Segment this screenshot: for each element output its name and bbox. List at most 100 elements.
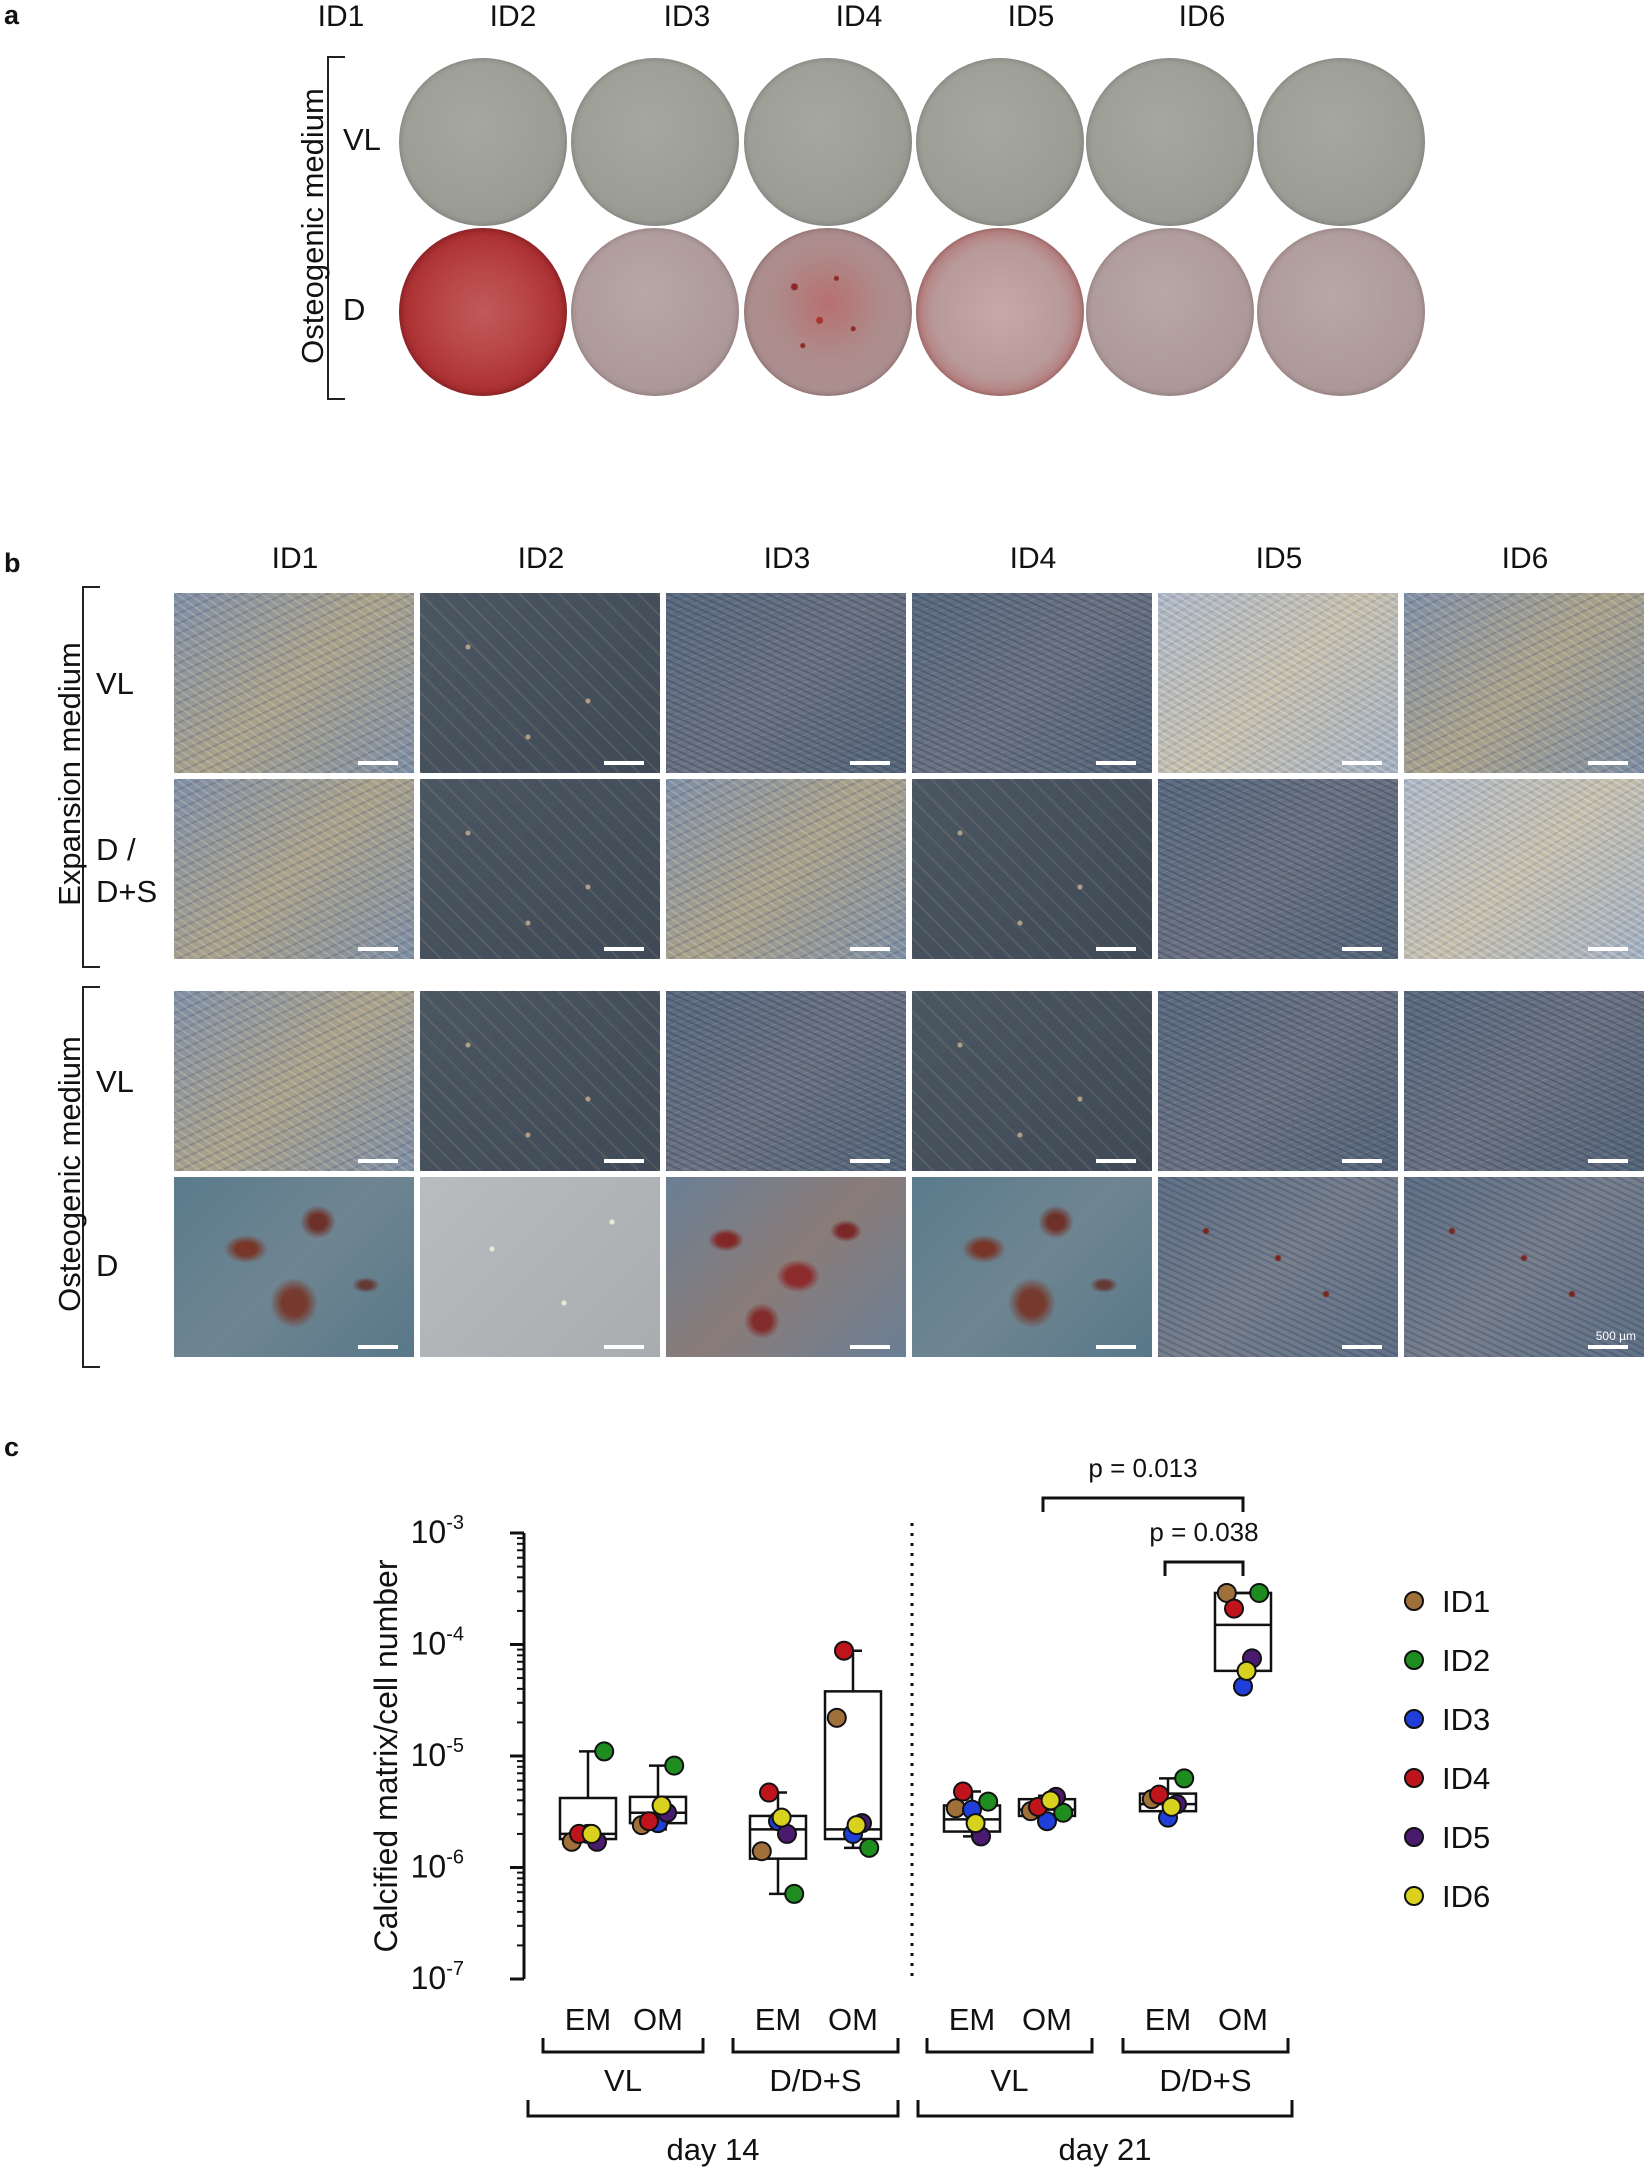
micrograph	[174, 991, 414, 1171]
scale-bar	[1588, 761, 1628, 765]
well-dish	[399, 228, 567, 396]
micrograph	[174, 593, 414, 773]
panel-b-column-label: ID5	[1255, 542, 1303, 575]
y-tick-label: 10-7	[411, 1958, 464, 1996]
data-point	[1149, 1784, 1169, 1805]
panel-a-column-label: ID3	[663, 0, 711, 33]
data-point	[953, 1781, 973, 1802]
micrograph	[420, 593, 660, 773]
y-tick-label: 10-3	[411, 1512, 464, 1550]
data-point	[751, 1841, 772, 1862]
legend-marker	[1404, 1768, 1424, 1788]
day-bracket	[526, 2100, 900, 2118]
y-tick-exponent: -3	[446, 1512, 464, 1534]
day-label: day 14	[666, 2132, 759, 2167]
scale-bar	[1096, 1159, 1136, 1163]
y-tick-exponent: -6	[446, 1847, 464, 1869]
subgroup-label: VL	[604, 2063, 642, 2098]
scale-bar	[358, 947, 398, 951]
panel-a-column-label: ID1	[317, 0, 365, 33]
day-label: day 21	[1058, 2132, 1151, 2167]
osteogenic-group-label: Osteogenic medium	[52, 1036, 87, 1312]
panel-b-letter: b	[4, 548, 21, 578]
micrograph	[666, 1177, 906, 1357]
subgroup-bracket	[731, 2038, 900, 2054]
panel-a-column-label: ID5	[1007, 0, 1055, 33]
data-point	[1174, 1768, 1195, 1789]
legend-label: ID3	[1442, 1702, 1490, 1737]
panel-a-column-label: ID4	[835, 0, 883, 33]
panel-b-column-label: ID2	[517, 542, 565, 575]
data-point	[664, 1755, 685, 1776]
scale-bar	[1096, 947, 1136, 951]
micrograph	[1158, 1177, 1398, 1357]
micrograph	[1404, 779, 1644, 959]
micrograph	[420, 779, 660, 959]
scale-bar	[604, 1159, 644, 1163]
panel-a-column-label: ID2	[489, 0, 537, 33]
scale-bar	[1342, 947, 1382, 951]
micrograph	[420, 1177, 660, 1357]
p-value-label: p = 0.038	[1149, 1517, 1258, 1547]
scale-bar	[1342, 1159, 1382, 1163]
expansion-group-bracket	[82, 586, 100, 968]
significance-bracket	[1163, 1560, 1245, 1576]
x-tick-label: EM	[1145, 2002, 1192, 2037]
legend-marker	[1404, 1650, 1424, 1670]
well-dish	[744, 58, 912, 226]
subgroup-label: D/D+S	[1159, 2063, 1251, 2098]
scale-bar	[850, 761, 890, 765]
data-point	[834, 1640, 854, 1661]
data-point	[965, 1813, 986, 1834]
y-tick-label: 10-4	[411, 1624, 464, 1662]
p-value-label: p = 0.013	[1088, 1453, 1197, 1483]
scale-bar	[1588, 1345, 1628, 1349]
x-tick-label: OM	[828, 2002, 878, 2037]
data-point	[594, 1741, 615, 1762]
subgroup-bracket	[1121, 2038, 1290, 2054]
subgroup-label: VL	[991, 2063, 1029, 2098]
expansion-group-label: Expansion medium	[52, 642, 87, 906]
micrograph	[1158, 991, 1398, 1171]
data-point	[859, 1837, 880, 1858]
legend-label: ID5	[1442, 1820, 1490, 1855]
scale-bar	[358, 1345, 398, 1349]
micrograph	[912, 779, 1152, 959]
panel-a-row-label: VL	[343, 122, 381, 157]
micrograph	[666, 593, 906, 773]
scale-bar	[850, 1159, 890, 1163]
legend-label: ID1	[1442, 1584, 1490, 1619]
scale-bar	[1588, 1159, 1628, 1163]
data-point	[784, 1883, 805, 1904]
panel-a-letter: a	[4, 0, 20, 30]
data-point	[1224, 1598, 1244, 1619]
osteogenic-group-bracket	[82, 986, 100, 1368]
x-tick-label: OM	[1218, 2002, 1268, 2037]
y-tick-exponent: -4	[446, 1624, 464, 1646]
legend-label: ID2	[1442, 1643, 1490, 1678]
micrograph	[666, 779, 906, 959]
data-point	[846, 1815, 867, 1836]
subgroup-bracket	[541, 2038, 705, 2054]
micrograph	[1158, 779, 1398, 959]
day-bracket	[916, 2100, 1294, 2118]
scale-bar	[604, 1345, 644, 1349]
micrograph	[1404, 593, 1644, 773]
scale-bar	[1342, 1345, 1382, 1349]
data-point	[777, 1823, 797, 1844]
scale-bar	[850, 1345, 890, 1349]
x-tick-label: EM	[565, 2002, 612, 2037]
micrograph	[912, 991, 1152, 1171]
y-tick-exponent: -7	[446, 1958, 464, 1980]
subgroup-bracket	[925, 2038, 1094, 2054]
legend-label: ID6	[1442, 1879, 1490, 1914]
data-point	[771, 1807, 792, 1828]
legend-marker	[1404, 1709, 1424, 1729]
well-dish	[571, 58, 739, 226]
scale-bar	[604, 761, 644, 765]
micrograph	[666, 991, 906, 1171]
micrograph-grid: 500 µm	[174, 593, 1649, 1359]
data-point	[759, 1782, 779, 1803]
micrograph	[1404, 991, 1644, 1171]
panel-b-column-label: ID4	[1009, 542, 1057, 575]
